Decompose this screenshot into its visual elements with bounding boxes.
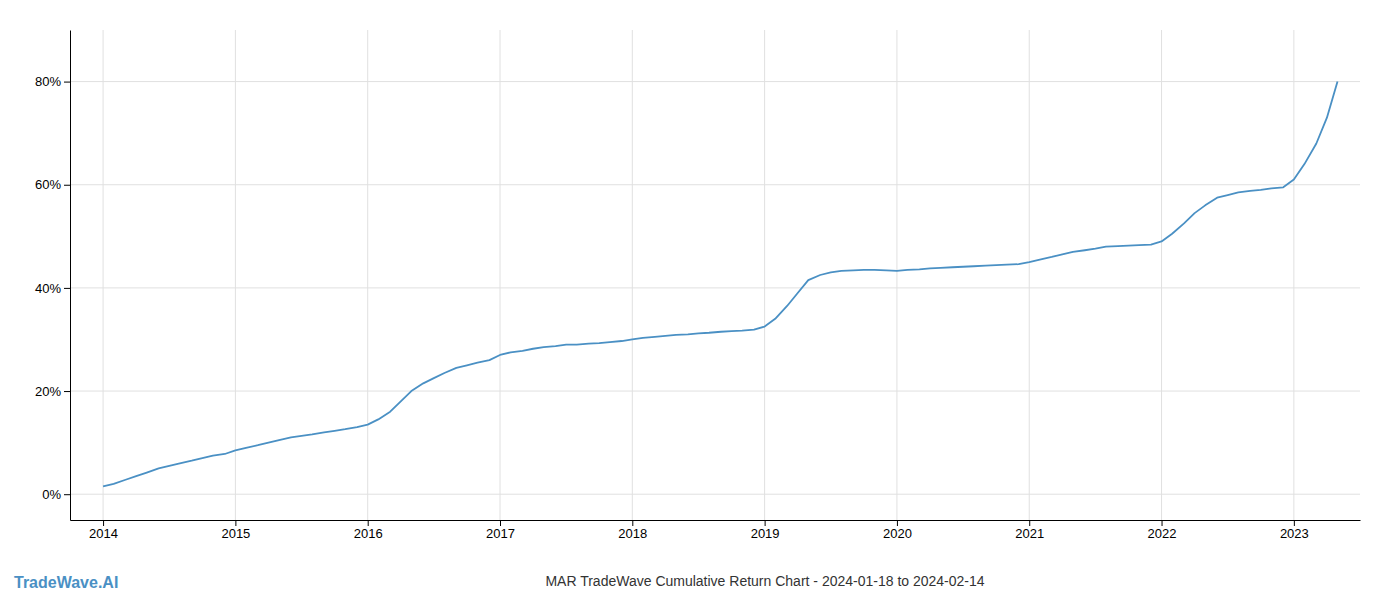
line xyxy=(103,82,1337,487)
x-tick-mark xyxy=(368,520,369,526)
x-tick-mark xyxy=(1029,520,1030,526)
grid-line-y xyxy=(70,391,1360,392)
x-tick-mark xyxy=(103,520,104,526)
plot: 2014 2015 2016 2017 2018 2019 2020 2021 2022 2023… xyxy=(35,30,1361,541)
y-tick: 80% xyxy=(35,74,70,89)
grid-line-x xyxy=(235,30,236,520)
y-axis-line xyxy=(70,31,71,521)
grid-line-x xyxy=(1029,30,1030,520)
x-tick-mark xyxy=(235,520,236,526)
chart: 2014 2015 2016 2017 2018 2019 2020 2021 2022 2023… xyxy=(0,0,1400,600)
x-tick-mark xyxy=(765,520,766,526)
y-tick: 40% xyxy=(35,281,70,296)
marks xyxy=(103,82,1337,487)
x-tick: 2015 xyxy=(221,520,250,541)
x-tick: 2016 xyxy=(354,520,383,541)
grid-line-x xyxy=(1161,30,1162,520)
x-tick: 2019 xyxy=(751,520,780,541)
y-tick-label: 0% xyxy=(42,487,61,502)
y-tick-label: 40% xyxy=(35,281,61,296)
y-tick: 60% xyxy=(35,177,70,192)
grid-line-y xyxy=(70,81,1360,82)
x-tick: 2020 xyxy=(883,520,912,541)
x-tick: 2021 xyxy=(1015,520,1044,541)
x-tick-label: 2014 xyxy=(89,526,118,541)
x-tick: 2023 xyxy=(1280,520,1309,541)
watermark: TradeWave.AI xyxy=(14,574,118,591)
x-tick-label: 2022 xyxy=(1148,526,1177,541)
x-tick-mark xyxy=(897,520,898,526)
grid-line-y xyxy=(70,184,1360,185)
grid-line-y xyxy=(70,287,1360,288)
x-tick-label: 2017 xyxy=(486,526,515,541)
y-tick-mark xyxy=(64,82,70,83)
x-tick-mark xyxy=(1294,520,1295,526)
x-tick: 2014 xyxy=(89,520,118,541)
x-tick-label: 2018 xyxy=(618,526,647,541)
x-tick-label: 2019 xyxy=(751,526,780,541)
x-tick-label: 2016 xyxy=(354,526,383,541)
x-tick: 2017 xyxy=(486,520,515,541)
grid-line-x xyxy=(103,30,104,520)
y-tick-label: 60% xyxy=(35,177,61,192)
grid-line-x xyxy=(500,30,501,520)
y-tick-label: 20% xyxy=(35,384,61,399)
grid-line-x xyxy=(764,30,765,520)
grid-line-x xyxy=(367,30,368,520)
x-tick: 2022 xyxy=(1148,520,1177,541)
grid-line-y xyxy=(70,494,1360,495)
x-tick-label: 2015 xyxy=(221,526,250,541)
y-tick-mark xyxy=(64,185,70,186)
y-tick: 0% xyxy=(42,487,70,502)
x-axis-line xyxy=(71,520,1361,521)
x-axis: 2014 2015 2016 2017 2018 2019 2020 2021 2022 2023 xyxy=(71,520,1361,541)
y-tick-label: 80% xyxy=(35,74,61,89)
x-tick-mark xyxy=(632,520,633,526)
title: MAR TradeWave Cumulative Return Chart - … xyxy=(545,573,984,589)
x-tick-label: 2020 xyxy=(883,526,912,541)
y-tick-mark xyxy=(64,288,70,289)
grid-line-x xyxy=(896,30,897,520)
y-tick-mark xyxy=(64,391,70,392)
y-axis: 0% 20% 40% 60% 80% xyxy=(35,31,71,521)
grid xyxy=(70,30,1360,520)
x-tick-mark xyxy=(500,520,501,526)
x-tick-mark xyxy=(1162,520,1163,526)
grid-line-x xyxy=(1293,30,1294,520)
x-tick-label: 2021 xyxy=(1015,526,1044,541)
y-tick: 20% xyxy=(35,384,70,399)
y-tick-mark xyxy=(64,494,70,495)
grid-line-x xyxy=(632,30,633,520)
x-tick: 2018 xyxy=(618,520,647,541)
x-tick-label: 2023 xyxy=(1280,526,1309,541)
